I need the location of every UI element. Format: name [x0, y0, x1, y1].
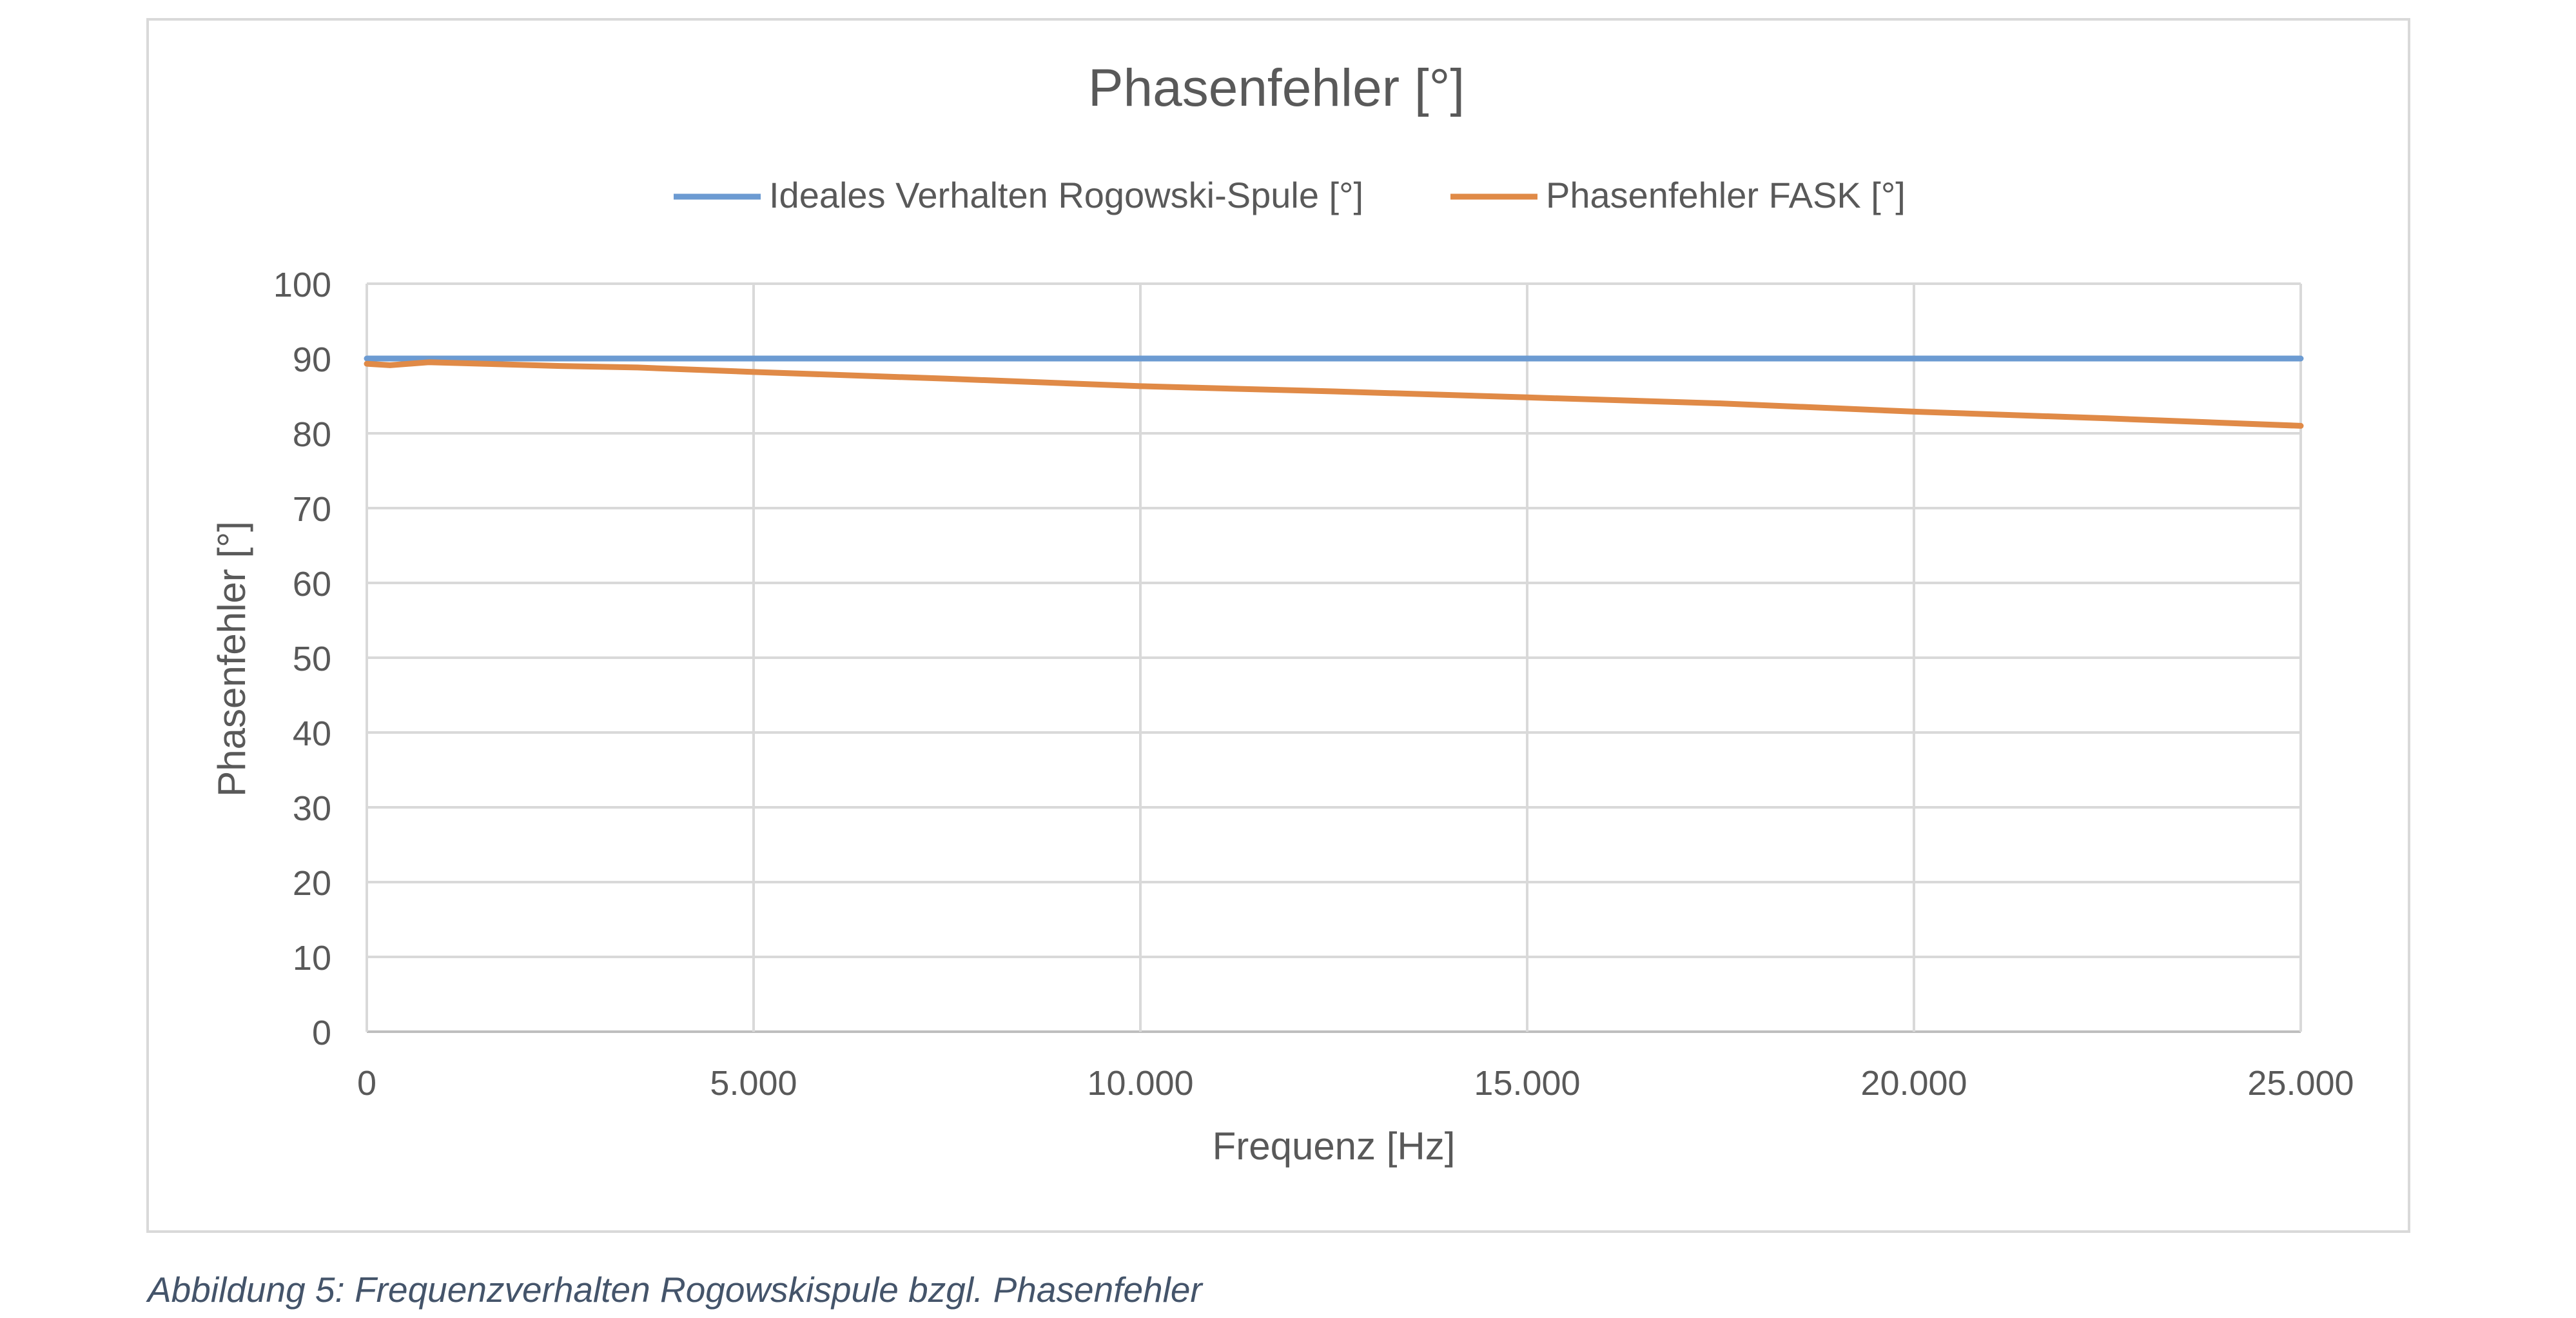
x-tick-label: 15.000 [1474, 1064, 1580, 1103]
x-tick-label: 25.000 [2247, 1064, 2354, 1103]
y-tick-label: 50 [293, 640, 331, 678]
y-tick-label: 80 [293, 415, 331, 454]
y-axis-tick-labels: 0 10 20 30 40 50 60 70 80 90 100 [273, 266, 331, 1052]
x-tick-label: 20.000 [1860, 1064, 1967, 1103]
legend-label-fask: Phasenfehler FASK [°] [1546, 175, 1906, 215]
x-axis-label: Frequenz [Hz] [1213, 1125, 1456, 1168]
chart-border [146, 18, 2410, 1233]
x-tick-label: 5.000 [710, 1064, 797, 1103]
grid [366, 282, 2302, 1033]
y-tick-label: 0 [312, 1014, 331, 1052]
y-tick-label: 90 [293, 340, 331, 379]
series-line-fask [364, 359, 2304, 429]
y-axis-label: Phasenfehler [°] [210, 521, 253, 797]
legend-label-ideal: Ideales Verhalten Rogowski-Spule [°] [769, 175, 1363, 215]
x-axis-tick-labels: 0 5.000 10.000 15.000 20.000 25.000 [357, 1064, 2354, 1103]
y-tick-label: 40 [293, 714, 331, 753]
legend: Ideales Verhalten Rogowski-Spule [°] Pha… [674, 175, 1906, 215]
y-tick-label: 60 [293, 565, 331, 604]
y-tick-label: 10 [293, 939, 331, 978]
y-tick-label: 70 [293, 490, 331, 529]
series-lines [364, 355, 2304, 429]
y-tick-label: 100 [273, 266, 331, 304]
x-tick-label: 0 [357, 1064, 376, 1103]
y-tick-label: 20 [293, 864, 331, 903]
chart-title: Phasenfehler [°] [1088, 59, 1465, 117]
figure-caption: Abbildung 5: Frequenzverhalten Rogowskis… [148, 1270, 1202, 1310]
x-tick-label: 10.000 [1087, 1064, 1193, 1103]
y-tick-label: 30 [293, 789, 331, 828]
